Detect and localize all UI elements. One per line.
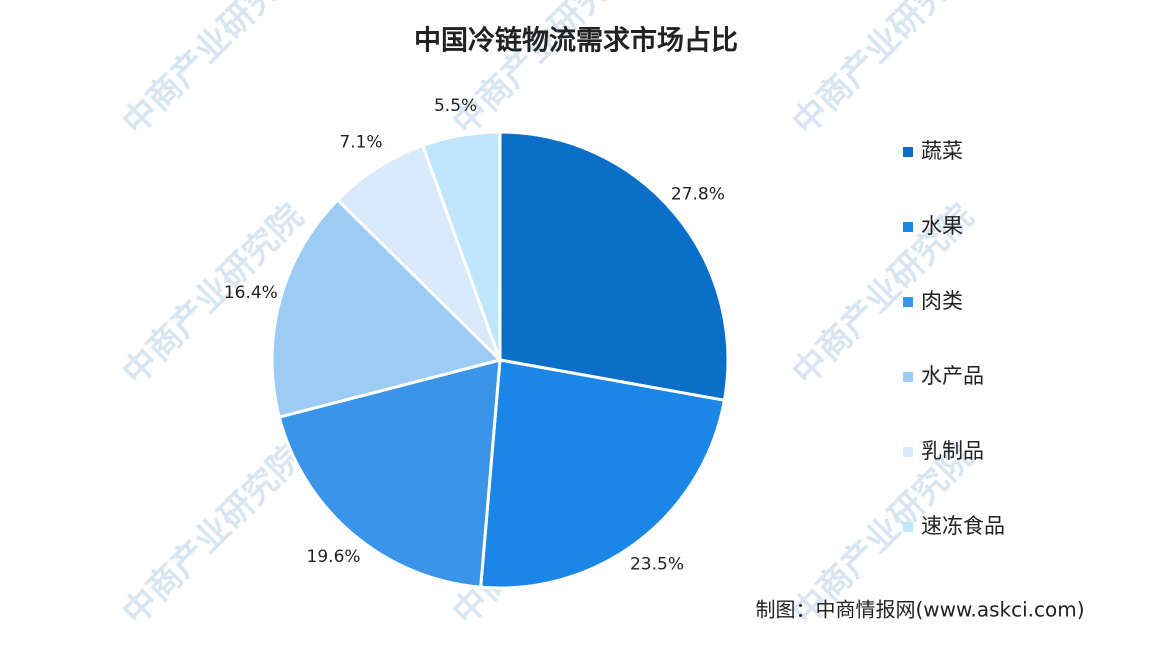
source-note: 制图：中商情报网(www.askci.com): [755, 598, 1084, 622]
pie-slice: [498, 130, 730, 403]
data-label: 7.1%: [339, 133, 382, 153]
legend-swatch: [903, 372, 913, 382]
pie-slice: [335, 143, 502, 362]
watermark: 中商产业研究院: [785, 0, 982, 143]
watermark: 中商产业研究院: [445, 0, 642, 143]
legend-label: 水果: [921, 214, 963, 238]
legend-swatch: [903, 297, 913, 307]
pie-slice: [420, 130, 502, 361]
pie-slice: [479, 358, 727, 590]
data-label: 27.8%: [671, 184, 725, 204]
legend-label: 速冻食品: [921, 514, 1005, 538]
legend-label: 蔬菜: [921, 139, 963, 163]
data-label: 5.5%: [434, 96, 477, 116]
watermark: 中商产业研究院: [115, 0, 312, 143]
legend-label: 乳制品: [921, 439, 984, 463]
data-label: 19.6%: [307, 547, 361, 567]
legend-swatch: [903, 447, 913, 457]
watermark: 中商产业研究院: [115, 437, 312, 634]
legend-swatch: [903, 522, 913, 532]
data-label: 23.5%: [630, 555, 684, 575]
pie-slice: [277, 358, 502, 589]
legend-label: 肉类: [921, 289, 963, 313]
chart-title: 中国冷链物流需求市场占比: [414, 25, 738, 57]
data-label: 16.4%: [224, 283, 278, 303]
pie-slice: [270, 197, 503, 419]
legend-label: 水产品: [921, 364, 984, 388]
legend-swatch: [903, 222, 913, 232]
legend-swatch: [903, 147, 913, 157]
